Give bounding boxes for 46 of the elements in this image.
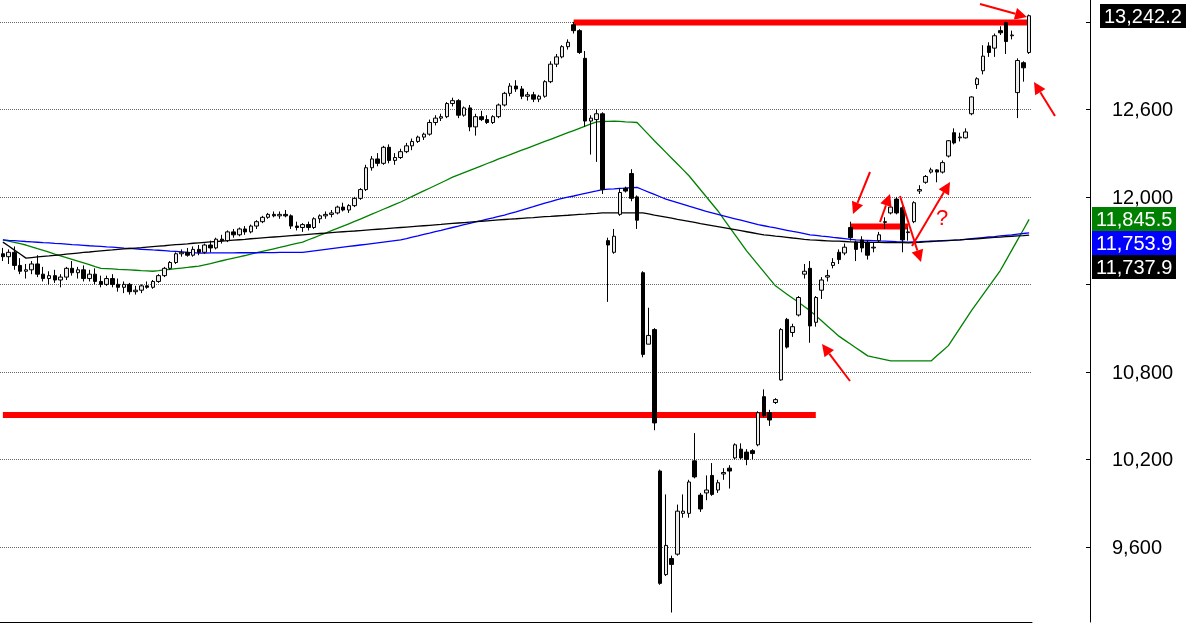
y-tick-label: 10,200 [1112,448,1174,471]
text: 13,242.2 [1100,3,1186,28]
candlestick [814,295,818,328]
candlestick [583,50,587,128]
candlestick [779,327,783,382]
candlestick [1010,30,1014,40]
candlestick [566,38,570,51]
candlestick [773,397,778,405]
candlestick [658,469,662,586]
candlestick [416,135,420,144]
candlestick [716,479,720,494]
candlestick [1027,14,1031,55]
candlestick [848,221,853,242]
candlestick [819,276,824,300]
candlestick [883,216,887,230]
text: 11,753.9 [1092,231,1177,256]
candlestick [514,79,518,93]
text: 11,845.5 [1092,207,1177,232]
y-tick-label: 12,000 [1112,185,1174,208]
candlestick [929,167,933,175]
candlestick [692,432,697,479]
candlestick [877,231,881,243]
text: 11,737.9 [1092,255,1177,280]
line-series [2,186,1030,254]
candlestick [47,270,51,285]
candlestick [981,44,985,75]
y-tick-label: 12,600 [1112,98,1174,121]
candlestick [612,228,616,255]
candlestick [923,174,928,185]
candlestick [606,237,610,303]
candlestick [756,410,760,447]
candlestick [733,442,737,460]
candlestick [727,464,732,490]
candlestick [969,95,974,116]
candlestick [917,184,922,195]
y-tick-label: 9,600 [1112,535,1163,558]
candlestick [721,467,726,481]
candlestick [796,295,801,317]
annotation: ? [936,205,949,230]
candlestick [975,76,979,90]
candlestick [698,492,703,513]
candlestick [912,200,916,224]
candlestick [825,269,830,282]
candlestick [831,257,835,269]
candlestick [687,479,691,519]
y-tick-label: 10,800 [1112,360,1174,383]
